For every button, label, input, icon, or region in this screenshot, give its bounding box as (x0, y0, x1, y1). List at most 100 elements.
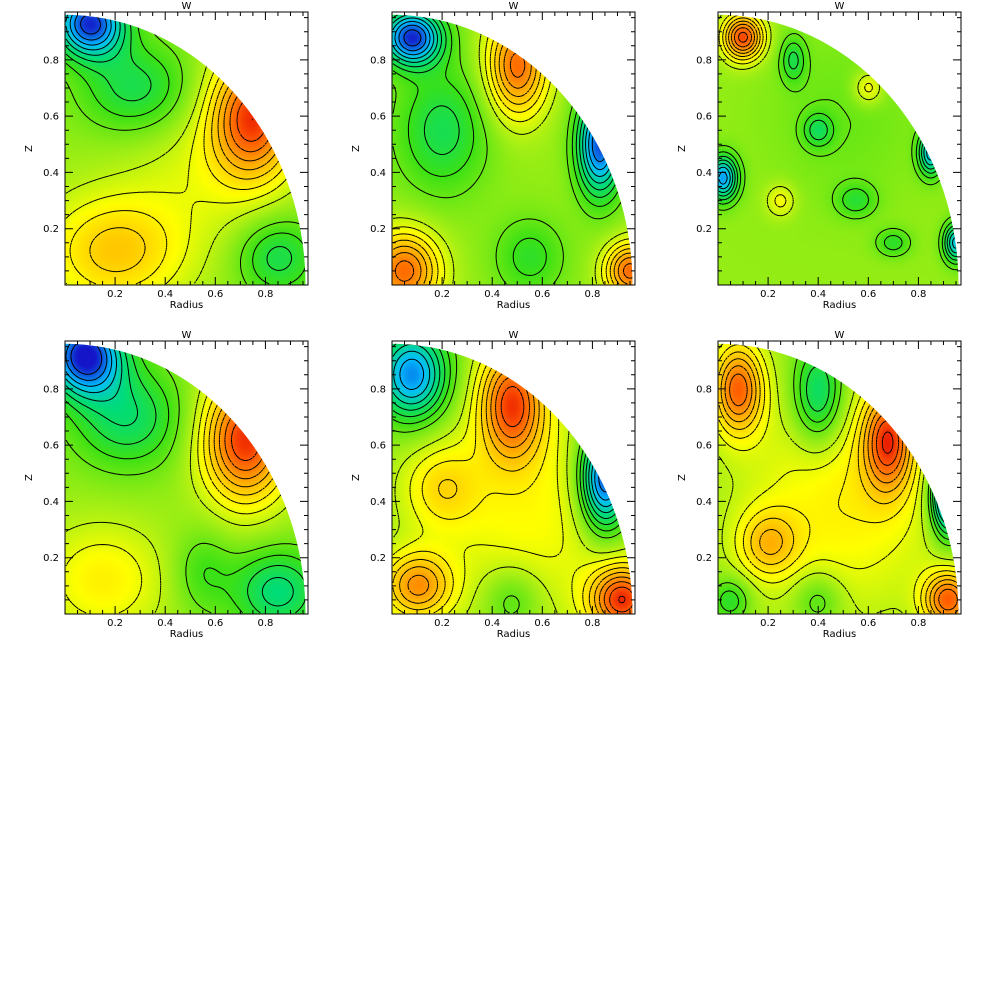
contour-level (598, 463, 613, 493)
contour-level (65, 14, 117, 51)
y-tick-label: 0.2 (43, 224, 59, 235)
y-axis-label: Z (351, 474, 362, 481)
contour-level (65, 343, 306, 614)
x-tick-label: 0.2 (760, 289, 776, 300)
x-tick-label: 0.8 (257, 618, 273, 629)
contour-panel-3: 0.2 0.4 0.6 0.8 0.2 0.4 0.6 0.8 W Radius Z (677, 1, 962, 311)
contour-level (65, 343, 306, 614)
contour-level (65, 343, 123, 402)
y-tick-label: 0.2 (696, 553, 712, 564)
panel-title: W (509, 330, 519, 341)
y-tick-label: 0.2 (370, 553, 386, 564)
x-tick-label: 0.4 (810, 289, 826, 300)
contour-level (934, 462, 959, 530)
contour-level (65, 343, 117, 394)
x-axis-label: Radius (497, 629, 531, 640)
plot-frame (391, 340, 636, 615)
x-tick-label: 0.4 (484, 618, 500, 629)
panel-title: W (835, 330, 845, 341)
y-tick-label: 0.8 (370, 55, 386, 66)
contour-level (65, 14, 306, 285)
contour-level (942, 482, 955, 509)
contour-panel-5: 0.2 0.4 0.6 0.8 0.2 0.4 0.6 0.8 W Radius Z (351, 330, 636, 640)
contour-level (728, 20, 758, 54)
axis-ticks (65, 341, 308, 614)
y-tick-label: 0.4 (696, 168, 712, 179)
axis-ticks (718, 341, 961, 614)
x-tick-label: 0.2 (434, 618, 450, 629)
contour-level (734, 27, 752, 48)
contour-level (65, 343, 294, 607)
contour-level (65, 343, 113, 387)
y-tick-label: 0.4 (370, 168, 386, 179)
x-tick-label: 0.6 (207, 289, 223, 300)
contour-level (65, 14, 306, 285)
x-tick-label: 0.2 (107, 289, 123, 300)
plot-frame (64, 340, 309, 615)
y-tick-label: 0.8 (43, 384, 59, 395)
axis-ticks (718, 12, 961, 285)
plot-frame (64, 11, 309, 286)
x-tick-label: 0.6 (534, 618, 550, 629)
axis-ticks (65, 12, 308, 285)
y-tick-label: 0.6 (43, 112, 59, 123)
panel-title: W (509, 1, 519, 12)
contour-level (718, 351, 959, 614)
x-axis-label: Radius (823, 300, 857, 311)
y-tick-label: 0.4 (43, 497, 59, 508)
plot-frame (717, 340, 962, 615)
y-axis-label: Z (677, 145, 688, 152)
axis-ticks (392, 12, 635, 285)
x-tick-label: 0.8 (584, 618, 600, 629)
x-tick-label: 0.6 (860, 289, 876, 300)
contour-level (725, 17, 761, 57)
contour-level (618, 595, 626, 604)
plot-frame (717, 11, 962, 286)
x-tick-label: 0.4 (484, 289, 500, 300)
heatmap-image (65, 14, 306, 285)
heatmap-image (718, 343, 959, 614)
heatmap-image (392, 14, 633, 285)
contour-level (500, 386, 633, 613)
contour-level (881, 431, 894, 454)
y-tick-label: 0.4 (696, 497, 712, 508)
y-tick-label: 0.2 (370, 224, 386, 235)
x-axis-label: Radius (170, 629, 204, 640)
contour-panel-2: 0.2 0.4 0.6 0.8 0.2 0.4 0.6 0.8 W Radius Z (351, 1, 636, 311)
contour-panel-6: 0.2 0.4 0.6 0.8 0.2 0.4 0.6 0.8 W Radius Z (677, 330, 962, 640)
heatmap-image (65, 343, 306, 614)
y-tick-label: 0.8 (43, 55, 59, 66)
y-axis-label: Z (24, 145, 35, 152)
x-tick-label: 0.8 (910, 618, 926, 629)
contour-level (730, 23, 755, 51)
y-axis-label: Z (24, 474, 35, 481)
y-tick-label: 0.8 (696, 384, 712, 395)
panel-title: W (182, 330, 192, 341)
x-tick-label: 0.6 (207, 618, 223, 629)
x-tick-label: 0.4 (157, 289, 173, 300)
contour-level (65, 14, 293, 271)
contour-level (938, 471, 959, 520)
x-axis-label: Radius (823, 629, 857, 640)
contour-level (936, 466, 959, 525)
contour-level (940, 476, 958, 515)
y-axis-label: Z (351, 145, 362, 152)
contour-level (403, 29, 422, 47)
y-tick-label: 0.4 (43, 168, 59, 179)
contour-level (738, 31, 748, 43)
x-tick-label: 0.4 (810, 618, 826, 629)
contour-panel-1: 0.2 0.4 0.6 0.8 0.2 0.4 0.6 0.8 W Radius Z (24, 1, 309, 311)
y-tick-label: 0.8 (696, 55, 712, 66)
x-tick-label: 0.8 (257, 289, 273, 300)
x-tick-label: 0.4 (157, 618, 173, 629)
y-tick-label: 0.6 (43, 441, 59, 452)
x-axis-label: Radius (170, 300, 204, 311)
x-tick-label: 0.2 (107, 618, 123, 629)
contour-level (495, 376, 633, 614)
panel-title: W (182, 1, 192, 12)
contour-level (392, 14, 633, 285)
y-tick-label: 0.2 (43, 553, 59, 564)
plot-frame (391, 11, 636, 286)
y-tick-label: 0.4 (370, 497, 386, 508)
panel-title: W (835, 1, 845, 12)
